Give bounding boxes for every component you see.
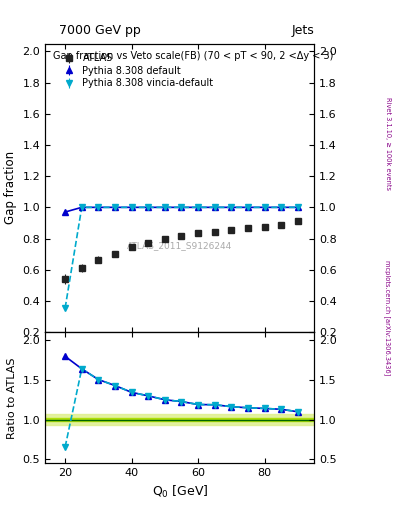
Text: ATLAS_2011_S9126244: ATLAS_2011_S9126244 <box>127 241 232 250</box>
Bar <box>45 418 314 421</box>
Y-axis label: Ratio to ATLAS: Ratio to ATLAS <box>7 357 17 438</box>
Text: Jets: Jets <box>292 24 314 37</box>
Bar <box>45 414 314 425</box>
Legend: ATLAS, Pythia 8.308 default, Pythia 8.308 vincia-default: ATLAS, Pythia 8.308 default, Pythia 8.30… <box>58 51 215 90</box>
Y-axis label: Gap fraction: Gap fraction <box>4 151 17 224</box>
X-axis label: Q$_0$ [GeV]: Q$_0$ [GeV] <box>152 484 208 500</box>
Text: mcplots.cern.ch [arXiv:1306.3436]: mcplots.cern.ch [arXiv:1306.3436] <box>384 260 391 375</box>
Text: Rivet 3.1.10, ≥ 100k events: Rivet 3.1.10, ≥ 100k events <box>385 97 391 190</box>
Text: 7000 GeV pp: 7000 GeV pp <box>59 24 141 37</box>
Text: Gap fraction vs Veto scale(FB) (70 < pT < 90, 2 <Δy < 3): Gap fraction vs Veto scale(FB) (70 < pT … <box>53 51 334 61</box>
